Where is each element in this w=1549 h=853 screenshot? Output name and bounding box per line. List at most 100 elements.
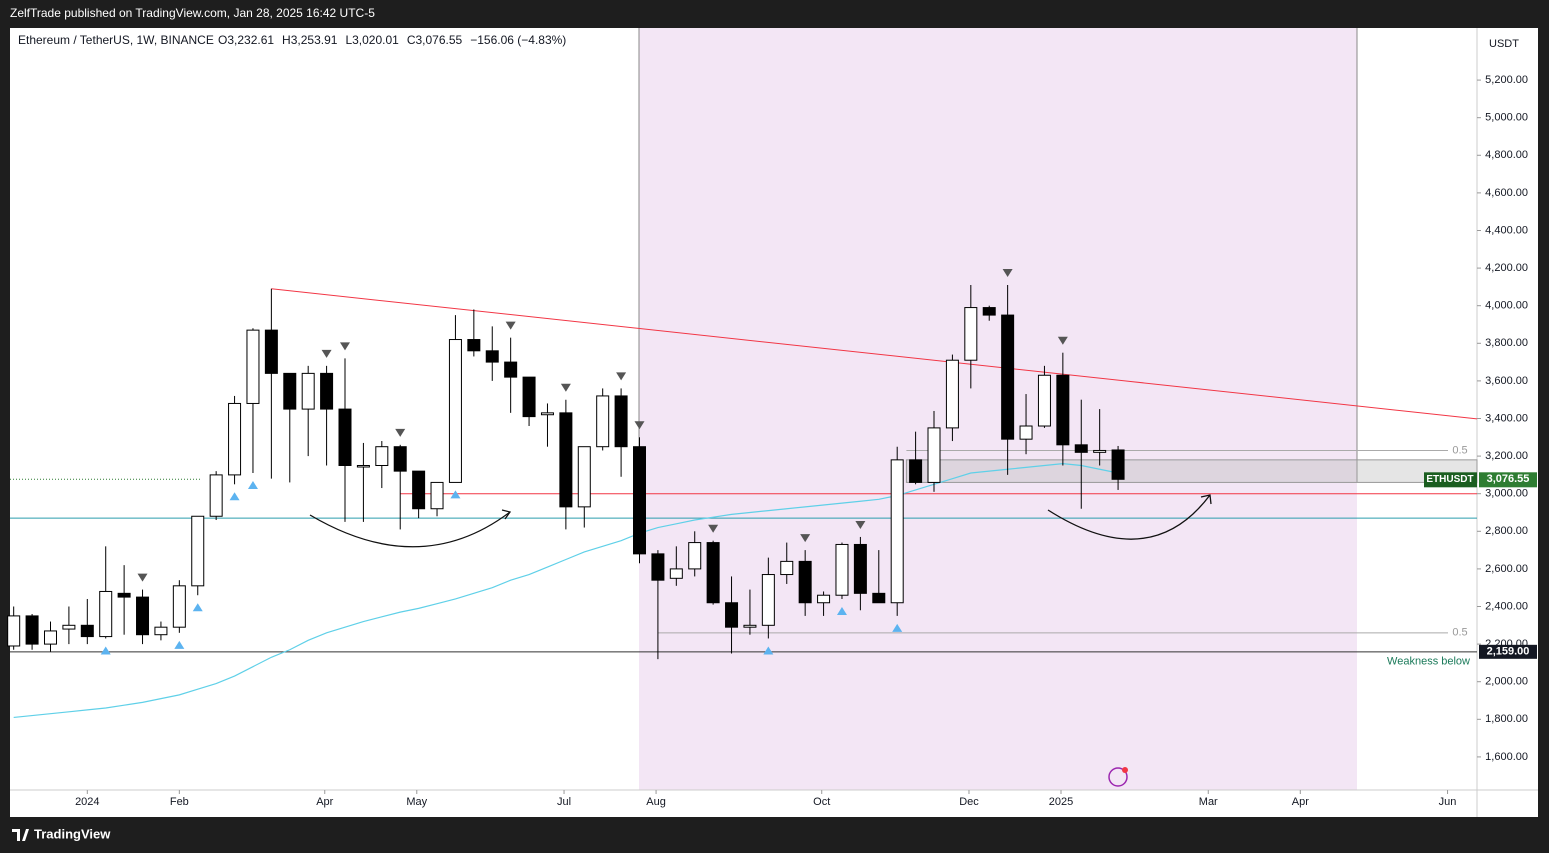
highlight-range xyxy=(639,28,1357,790)
candle-body xyxy=(25,615,39,645)
candle-body xyxy=(872,592,886,604)
candle-body xyxy=(798,560,812,604)
y-tick-label: 1,800.00 xyxy=(1485,713,1528,725)
candle-body xyxy=(320,372,334,410)
ohlc-value: C3,076.55 xyxy=(407,33,463,47)
buy-signal xyxy=(450,490,461,499)
sell-signal xyxy=(855,520,866,529)
candle-body xyxy=(1019,425,1033,440)
buy-signal xyxy=(174,640,185,649)
candle-body xyxy=(117,592,131,598)
symbol-tag-label: ETHUSDT xyxy=(1426,474,1473,485)
y-tick-label: 3,200.00 xyxy=(1485,450,1528,462)
event-icon[interactable] xyxy=(1108,767,1128,787)
candle-body xyxy=(338,408,352,466)
ohlc-value: L3,020.01 xyxy=(345,33,399,47)
candle-body xyxy=(540,412,554,416)
candle-body xyxy=(761,574,775,626)
candle-body xyxy=(633,446,647,555)
arc xyxy=(309,511,511,548)
sell-signal xyxy=(505,321,516,330)
candle-body xyxy=(467,339,481,352)
candle-body xyxy=(1037,374,1051,427)
candle-body xyxy=(817,594,831,604)
candle-body xyxy=(246,329,260,404)
candle-body xyxy=(780,560,794,576)
candle-body xyxy=(945,359,959,429)
candle-body xyxy=(136,596,150,636)
candle-body xyxy=(559,412,573,508)
y-tick-label: 5,200.00 xyxy=(1485,74,1528,86)
candle-body xyxy=(982,307,996,316)
y-tick-label: 4,400.00 xyxy=(1485,224,1528,236)
y-tick-label: 3,000.00 xyxy=(1485,488,1528,500)
price-tag xyxy=(1479,472,1537,488)
candle-body xyxy=(688,542,702,570)
candle-body xyxy=(301,372,315,410)
y-tick-label: 2,800.00 xyxy=(1485,525,1528,537)
candle-body xyxy=(7,615,21,647)
candle-body xyxy=(99,590,113,638)
sell-signal xyxy=(616,372,627,381)
candle-body xyxy=(669,568,683,579)
candle-body xyxy=(1093,449,1107,453)
candle-body xyxy=(264,329,278,374)
y-tick-label: 4,200.00 xyxy=(1485,262,1528,274)
x-tick-label: Jul xyxy=(557,796,571,808)
x-tick-label: Aug xyxy=(646,796,666,808)
buy-signal xyxy=(892,623,903,632)
candle-body xyxy=(614,395,628,448)
candle-body xyxy=(485,350,499,363)
fib-label: 0.5 xyxy=(1452,444,1467,456)
footer: TradingView xyxy=(34,826,111,841)
buy-signal xyxy=(247,481,258,490)
sell-signal xyxy=(560,383,571,392)
symbol-tag xyxy=(1424,472,1477,488)
sell-signal xyxy=(395,428,406,437)
y-tick-label: 5,000.00 xyxy=(1485,112,1528,124)
y-tick-label: 3,600.00 xyxy=(1485,375,1528,387)
sell-signal xyxy=(321,349,332,358)
candle-body xyxy=(651,553,665,581)
x-tick-label: May xyxy=(406,796,427,808)
candle-body xyxy=(743,624,757,628)
y-tick-label: 2,400.00 xyxy=(1485,600,1528,612)
candle-body xyxy=(393,446,407,472)
ohlc-value: O3,232.61 xyxy=(218,33,274,47)
candle-body xyxy=(890,459,904,604)
symbol: Ethereum / TetherUS, 1W, BINANCE xyxy=(18,33,214,47)
y-tick-label: 4,000.00 xyxy=(1485,300,1528,312)
candle-body xyxy=(596,395,610,448)
buy-signal xyxy=(229,492,240,501)
candle-body xyxy=(209,474,223,517)
candle-body xyxy=(522,376,536,418)
ohlc-value: H3,253.91 xyxy=(282,33,338,47)
candle-body xyxy=(504,361,518,378)
candle-body xyxy=(154,626,168,636)
y-tick-label: 4,600.00 xyxy=(1485,187,1528,199)
buy-signal xyxy=(836,606,847,615)
candle-body xyxy=(80,624,94,638)
y-tick-label: 4,800.00 xyxy=(1485,149,1528,161)
y-tick-label: 2,600.00 xyxy=(1485,563,1528,575)
x-tick-label: 2024 xyxy=(75,796,99,808)
x-tick-label: Jun xyxy=(1439,796,1457,808)
y-tick-label: 1,600.00 xyxy=(1485,751,1528,763)
support-tag xyxy=(1479,644,1537,659)
x-tick-label: Apr xyxy=(316,796,333,808)
candle-body xyxy=(356,464,370,468)
candle-body xyxy=(853,543,867,594)
currency: USDT xyxy=(1489,38,1519,50)
candle-body xyxy=(191,515,205,587)
x-tick-label: Oct xyxy=(813,796,830,808)
logo xyxy=(12,829,29,841)
plot xyxy=(7,269,1478,719)
arc xyxy=(1047,494,1211,540)
x-tick-label: Mar xyxy=(1199,796,1218,808)
support-note: Weakness below xyxy=(1387,656,1470,668)
candle-body xyxy=(448,339,462,483)
candle-body xyxy=(1001,314,1015,440)
candle-body xyxy=(909,459,923,483)
y-tick-label: 2,000.00 xyxy=(1485,676,1528,688)
price-tag-label: 3,076.55 xyxy=(1487,473,1530,485)
